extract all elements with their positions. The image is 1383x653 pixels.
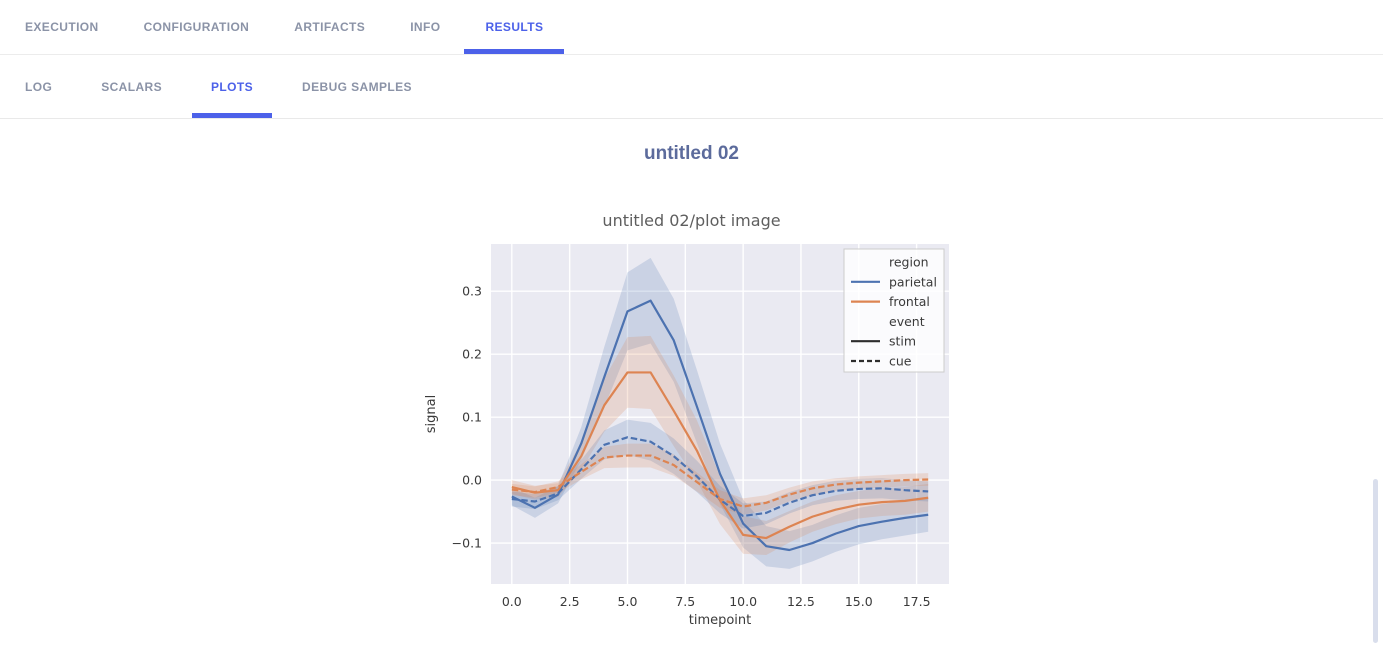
tab-execution[interactable]: EXECUTION: [25, 20, 99, 34]
ci-band-parietal-stim: [511, 257, 929, 569]
y-tick-label: 0.2: [462, 347, 482, 362]
y-tick-label: −0.1: [452, 536, 482, 551]
tab-scalars[interactable]: SCALARS: [101, 79, 163, 94]
tab-log[interactable]: LOG: [25, 79, 53, 94]
plot-title: untitled 02/plot image: [602, 211, 781, 230]
x-tick-label: 7.5: [675, 594, 695, 609]
x-tick-label: 5.0: [618, 594, 638, 609]
y-tick-label: 0.1: [462, 410, 482, 425]
legend-label-cue: cue: [889, 354, 912, 369]
legend-label-region: region: [889, 255, 929, 270]
tab-debug-samples[interactable]: DEBUG SAMPLES: [302, 79, 412, 94]
scrollbar-thumb[interactable]: [1373, 479, 1378, 643]
series-line-frontal-stim: [511, 371, 929, 540]
x-axis-label: timepoint: [689, 613, 752, 628]
experiment-title: untitled 02: [643, 143, 739, 164]
legend-box: [843, 248, 945, 373]
x-tick-label: 0.0: [502, 594, 522, 609]
y-axis-label: signal: [424, 395, 439, 433]
legend-label-event: event: [889, 314, 925, 329]
x-tick-label: 12.5: [787, 594, 815, 609]
series-line-parietal-stim: [511, 299, 929, 552]
ci-band-parietal-cue: [511, 419, 929, 529]
plot-canvas: 0.0 2.5 5.0 7.5 10.0 12.5 15.0 17.5 0.3 0.2 0.1 0.0…: [424, 244, 949, 628]
primary-tab-bar: EXECUTION CONFIGURATION ARTIFACTS INFO R…: [0, 0, 1383, 55]
legend-label-stim: stim: [889, 334, 916, 349]
series-line-frontal-cue: [511, 454, 929, 508]
tab-results[interactable]: RESULTS: [464, 0, 565, 54]
legend-label-parietal: parietal: [889, 274, 937, 289]
ci-band-frontal-cue: [511, 443, 929, 515]
x-tick-label: 15.0: [845, 594, 873, 609]
x-tick-label: 17.5: [903, 594, 931, 609]
tab-artifacts[interactable]: ARTIFACTS: [294, 20, 366, 34]
tab-configuration[interactable]: CONFIGURATION: [143, 20, 250, 34]
results-tab-bar: LOG SCALARS PLOTS DEBUG SAMPLES: [0, 55, 1383, 119]
y-tick-label: 0.3: [462, 284, 482, 299]
plot-card: untitled 02/plot image 0.0 2.5 5.0 7.5 10.0 1…: [0, 211, 1383, 636]
x-tick-label: 2.5: [560, 594, 580, 609]
x-tick-label: 10.0: [729, 594, 757, 609]
tab-info[interactable]: INFO: [410, 20, 441, 34]
tab-plots[interactable]: PLOTS: [192, 55, 273, 118]
y-tick-label: 0.0: [462, 473, 482, 488]
legend-label-frontal: frontal: [889, 294, 930, 309]
